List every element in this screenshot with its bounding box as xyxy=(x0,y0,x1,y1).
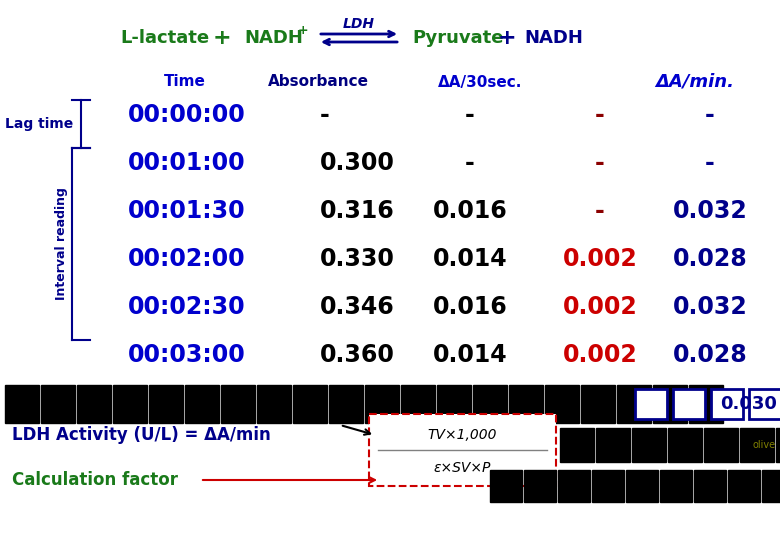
Bar xyxy=(558,470,590,502)
Text: NADH: NADH xyxy=(244,29,303,47)
Text: -: - xyxy=(595,103,604,127)
Text: 00:03:00: 00:03:00 xyxy=(128,343,246,367)
Text: 00:01:30: 00:01:30 xyxy=(128,199,246,223)
Text: 00:00:00: 00:00:00 xyxy=(128,103,246,127)
Text: 00:02:00: 00:02:00 xyxy=(128,247,246,271)
Text: Time: Time xyxy=(164,75,206,90)
Bar xyxy=(673,389,705,419)
Bar xyxy=(762,470,780,502)
Bar xyxy=(596,428,630,462)
Bar xyxy=(740,428,774,462)
Text: 0.002: 0.002 xyxy=(562,343,637,367)
Bar xyxy=(524,470,556,502)
Text: -: - xyxy=(465,151,475,175)
Bar xyxy=(635,389,667,419)
Bar xyxy=(5,385,39,423)
Bar xyxy=(293,385,327,423)
Bar xyxy=(653,385,687,423)
Text: ε×SV×P: ε×SV×P xyxy=(434,461,491,475)
Text: 0.014: 0.014 xyxy=(433,247,507,271)
Bar xyxy=(592,470,624,502)
Bar xyxy=(560,428,594,462)
Text: 0.032: 0.032 xyxy=(672,199,747,223)
Text: 00:02:30: 00:02:30 xyxy=(128,295,246,319)
Bar xyxy=(401,385,435,423)
Text: Pyruvate: Pyruvate xyxy=(412,29,504,47)
Bar xyxy=(617,385,651,423)
Text: NADH: NADH xyxy=(524,29,583,47)
Text: 0.028: 0.028 xyxy=(672,343,747,367)
Bar xyxy=(365,385,399,423)
Text: 0.016: 0.016 xyxy=(433,295,507,319)
Bar xyxy=(113,385,147,423)
Bar xyxy=(437,385,471,423)
Text: Interval reading: Interval reading xyxy=(55,187,69,300)
Bar xyxy=(490,470,522,502)
Text: ΔA/min.: ΔA/min. xyxy=(655,73,735,91)
Text: 0.360: 0.360 xyxy=(320,343,395,367)
Text: -: - xyxy=(595,151,604,175)
Bar xyxy=(689,385,723,423)
Text: 0.016: 0.016 xyxy=(433,199,507,223)
Text: LDH: LDH xyxy=(343,17,375,31)
Text: ΔA/30sec.: ΔA/30sec. xyxy=(438,75,522,90)
Bar xyxy=(711,389,743,419)
Bar xyxy=(77,385,111,423)
Bar xyxy=(257,385,291,423)
Text: 0.316: 0.316 xyxy=(320,199,395,223)
Bar xyxy=(749,389,780,419)
Text: 0.330: 0.330 xyxy=(320,247,395,271)
Text: Calculation factor: Calculation factor xyxy=(12,471,178,489)
Text: +: + xyxy=(213,28,232,48)
Text: 00:01:00: 00:01:00 xyxy=(128,151,246,175)
Text: L-lactate: L-lactate xyxy=(120,29,209,47)
Text: 0.002: 0.002 xyxy=(562,295,637,319)
Bar xyxy=(581,385,615,423)
Bar xyxy=(149,385,183,423)
Text: -: - xyxy=(595,199,604,223)
Bar xyxy=(329,385,363,423)
Bar xyxy=(776,428,780,462)
Bar xyxy=(221,385,255,423)
Text: 0.028: 0.028 xyxy=(672,247,747,271)
Text: 0.300: 0.300 xyxy=(320,151,395,175)
Text: +: + xyxy=(498,28,516,48)
Text: -: - xyxy=(705,151,715,175)
Text: olive: olive xyxy=(753,440,776,450)
Bar xyxy=(41,385,75,423)
Text: LDH Activity (U/L) = ΔA/min: LDH Activity (U/L) = ΔA/min xyxy=(12,426,271,444)
Text: Lag time: Lag time xyxy=(5,117,73,131)
Text: Absorbance: Absorbance xyxy=(268,75,368,90)
Bar xyxy=(704,428,738,462)
Bar xyxy=(545,385,579,423)
Bar xyxy=(728,470,760,502)
Bar xyxy=(694,470,726,502)
Bar xyxy=(473,385,507,423)
Bar xyxy=(185,385,219,423)
Text: 0.032: 0.032 xyxy=(672,295,747,319)
Bar xyxy=(509,385,543,423)
Text: -: - xyxy=(320,103,330,127)
Bar xyxy=(626,470,658,502)
Bar xyxy=(660,470,692,502)
Text: 0.030: 0.030 xyxy=(720,395,777,413)
Text: +: + xyxy=(298,24,309,37)
Text: 0.014: 0.014 xyxy=(433,343,507,367)
Text: TV×1,000: TV×1,000 xyxy=(427,428,498,442)
Text: 0.346: 0.346 xyxy=(320,295,395,319)
Bar xyxy=(668,428,702,462)
Bar xyxy=(632,428,666,462)
Text: -: - xyxy=(705,103,715,127)
FancyBboxPatch shape xyxy=(369,414,556,486)
Text: -: - xyxy=(465,103,475,127)
Text: 0.002: 0.002 xyxy=(562,247,637,271)
